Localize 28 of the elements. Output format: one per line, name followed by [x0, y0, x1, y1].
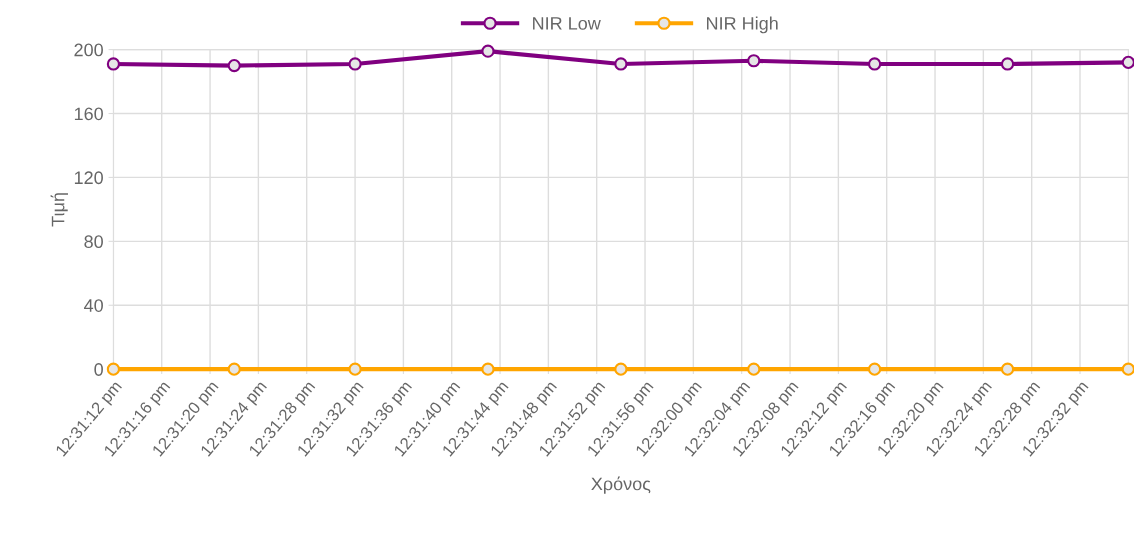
x-axis-title: Χρόνος [591, 476, 651, 494]
point [1000, 362, 1015, 376]
y-tick-label: 0 [94, 363, 103, 376]
point [1000, 57, 1015, 71]
legend-label: NIR Low [533, 17, 601, 30]
point [481, 44, 495, 58]
y-tick-label: 160 [74, 107, 103, 121]
point [348, 362, 362, 376]
legend-label: NIR High [707, 16, 778, 34]
y-tick-label: 120 [74, 171, 103, 185]
point [614, 362, 628, 376]
point [106, 362, 120, 376]
point [868, 362, 882, 376]
point [227, 58, 241, 73]
point [481, 362, 495, 376]
point [348, 57, 362, 71]
point [106, 57, 120, 71]
point [614, 57, 628, 71]
point [227, 362, 241, 376]
point [747, 54, 761, 68]
y-tick-label: 80 [84, 235, 103, 249]
y-axis-title: Τιμή [50, 193, 68, 227]
point [868, 57, 882, 71]
y-tick-label: 200 [74, 43, 103, 57]
y-tick-label: 40 [84, 299, 103, 312]
point [747, 362, 761, 376]
point [1121, 362, 1134, 376]
point [1121, 55, 1134, 69]
